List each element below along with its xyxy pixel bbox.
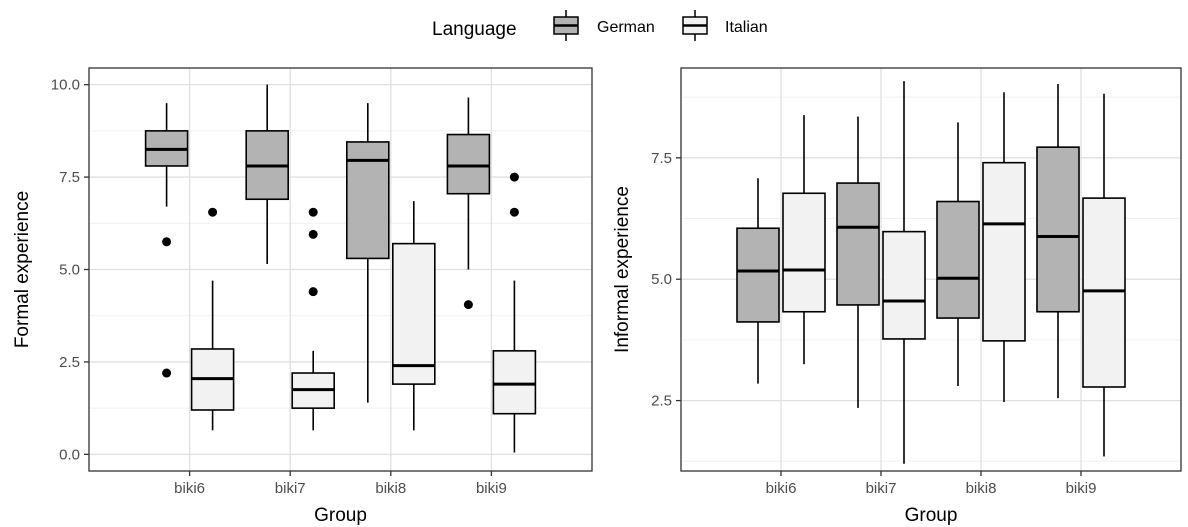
- outlier-point: [162, 237, 172, 247]
- y-tick-label: 2.5: [651, 393, 672, 410]
- box-italian-biki9: [492, 172, 537, 453]
- outlier-point: [509, 172, 519, 182]
- y-axis-title: Informal experience: [612, 186, 633, 353]
- box-iqr: [1082, 197, 1126, 388]
- box-iqr: [391, 242, 436, 385]
- box-italian-biki7: [291, 207, 336, 431]
- x-tick-label-biki9: biki9: [476, 480, 507, 497]
- box-german-biki7: [245, 84, 289, 264]
- outlier-point: [463, 300, 473, 310]
- box-iqr: [1036, 146, 1080, 313]
- legend-item-italian: Italian: [682, 10, 768, 41]
- box-iqr: [492, 350, 537, 415]
- legend-item-german: German: [553, 10, 655, 41]
- box-german-biki6: [144, 103, 189, 378]
- x-tick-label-biki6: biki6: [766, 480, 797, 497]
- x-axis-title: Group: [905, 505, 958, 526]
- box-german-biki8: [936, 122, 980, 387]
- box-iqr: [936, 200, 980, 319]
- box-german-biki7: [836, 116, 880, 408]
- box-iqr: [836, 182, 880, 306]
- x-tick-label-biki7: biki7: [866, 480, 897, 497]
- outlier-point: [162, 368, 172, 378]
- box-iqr: [446, 133, 491, 195]
- y-tick-label: 7.5: [59, 169, 80, 186]
- box-italian-biki8: [391, 201, 436, 431]
- y-tick-label: 0.0: [59, 446, 80, 463]
- formal-experience-panel: 0.0 2.5 5.0 7.5 10.0 biki6 biki7 biki8 biki9 Grou…: [12, 67, 593, 526]
- x-tick-label-biki8: biki8: [966, 480, 997, 497]
- x-tick-label-biki6: biki6: [174, 480, 205, 497]
- box-iqr: [782, 192, 826, 313]
- outlier-point: [208, 207, 218, 217]
- legend: Language German Italian: [432, 10, 768, 41]
- box-italian-biki9: [1082, 93, 1126, 457]
- x-axis-title: Group: [314, 505, 367, 526]
- y-axis-title: Formal experience: [12, 191, 33, 348]
- x-tick-label-biki8: biki8: [375, 480, 406, 497]
- box-italian-biki6: [190, 207, 235, 431]
- legend-label-german: German: [597, 19, 655, 36]
- outlier-point: [308, 207, 318, 217]
- panel-border: [680, 67, 1182, 472]
- legend-title: Language: [432, 19, 517, 40]
- box-german-biki6: [736, 178, 780, 384]
- y-tick-label: 5.0: [59, 262, 80, 279]
- y-tick-label: 7.5: [651, 150, 672, 167]
- outlier-point: [308, 287, 318, 297]
- y-tick-label: 2.5: [59, 354, 80, 371]
- legend-label-italian: Italian: [725, 19, 768, 36]
- y-tick-label: 5.0: [651, 271, 672, 288]
- box-italian-biki8: [982, 92, 1026, 403]
- box-italian-biki6: [782, 115, 826, 365]
- box-iqr: [882, 230, 926, 340]
- box-italian-biki7: [882, 81, 926, 464]
- outlier-point: [509, 207, 519, 217]
- box-iqr: [982, 161, 1026, 342]
- informal-experience-panel: 2.5 5.0 7.5 biki6 biki7 biki8 biki9 Group Inform…: [612, 67, 1182, 526]
- box-german-biki9: [1036, 84, 1080, 399]
- box-iqr: [736, 227, 780, 323]
- outlier-point: [308, 229, 318, 239]
- box-german-biki8: [345, 103, 390, 403]
- y-tick-label: 10.0: [51, 77, 80, 94]
- x-tick-label-biki9: biki9: [1066, 480, 1097, 497]
- box-german-biki9: [446, 97, 491, 310]
- x-tick-label-biki7: biki7: [275, 480, 306, 497]
